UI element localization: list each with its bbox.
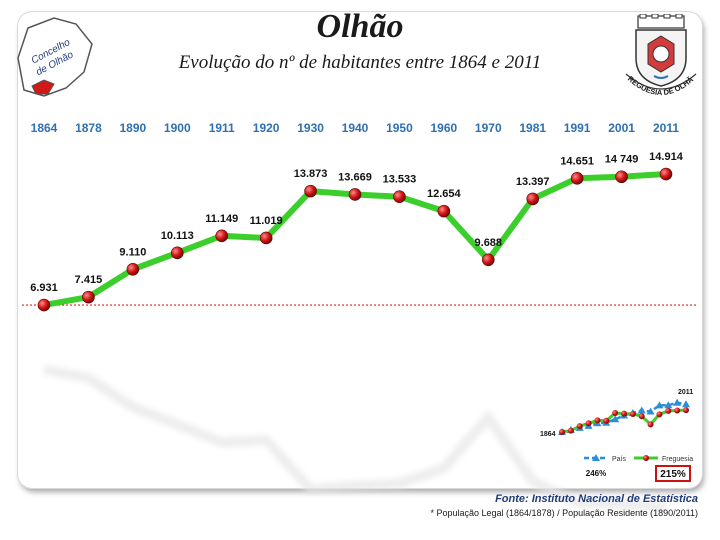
- inset-pct-freguesia: 215%: [660, 469, 686, 480]
- data-label: 13.397: [516, 176, 550, 188]
- x-tick-label: 1890: [120, 121, 147, 135]
- data-point: [82, 290, 95, 304]
- x-tick-label: 1911: [209, 121, 235, 135]
- footnote: * População Legal (1864/1878) / Populaçã…: [430, 508, 698, 518]
- inset-point: [621, 410, 627, 417]
- line-reflection: [43, 364, 667, 513]
- x-tick-label: 1930: [297, 121, 324, 135]
- data-point: [170, 246, 184, 260]
- data-label: 7.415: [75, 274, 103, 286]
- inset-point: [585, 420, 592, 427]
- inset-point: [611, 415, 620, 423]
- x-tick-label: 1950: [386, 121, 413, 135]
- x-tick-label: 1981: [519, 121, 546, 135]
- inset-point: [559, 429, 565, 435]
- municipality-map-icon: Concelho de Olhão: [17, 17, 93, 97]
- inset-point: [603, 417, 610, 424]
- inset-point: [594, 417, 601, 424]
- data-label: 9.110: [119, 246, 146, 258]
- inset-point: [647, 421, 654, 428]
- data-point: [437, 204, 451, 218]
- inset-point: [638, 413, 645, 420]
- data-label: 11.149: [205, 213, 238, 225]
- page-title: Olhão: [316, 8, 404, 45]
- inset-point: [656, 411, 663, 418]
- inset-point: [673, 398, 682, 406]
- x-tick-label: 1878: [75, 121, 102, 135]
- x-tick-label: 1920: [253, 121, 280, 135]
- x-tick-label: 1864: [31, 121, 58, 135]
- x-tick-label: 1970: [475, 121, 502, 135]
- inset-point: [567, 427, 574, 434]
- inset-point: [674, 407, 681, 414]
- data-point: [37, 298, 51, 312]
- data-label: 14.914: [649, 151, 684, 163]
- data-point: [526, 192, 540, 206]
- inset-pct-box: [655, 465, 691, 482]
- inset-point: [612, 410, 619, 416]
- data-point: [126, 262, 140, 276]
- inset-point: [683, 407, 689, 414]
- legend-marker-pais: [592, 454, 600, 461]
- inset-pct-pais: 246%: [586, 469, 606, 478]
- inset-point: [576, 423, 583, 430]
- inset-x-label-start: 1864: [540, 431, 556, 438]
- inset-point: [629, 410, 636, 417]
- inset-point: [655, 401, 664, 409]
- data-point: [215, 229, 229, 243]
- parish-crest-icon: FREGUESIA DE OLHÃO: [620, 14, 697, 97]
- x-tick-label: 1940: [342, 121, 369, 135]
- inset-point: [637, 406, 646, 414]
- chart-subtitle: Evolução do nº de habitantes entre 1864 …: [178, 52, 542, 73]
- data-label: 14.651: [560, 155, 594, 167]
- data-label: 6.931: [30, 282, 58, 294]
- data-label: 13.873: [294, 168, 328, 180]
- data-point: [481, 253, 495, 267]
- data-label: 11.019: [250, 215, 283, 227]
- inset-point: [665, 407, 672, 414]
- data-point: [570, 172, 584, 185]
- data-point: [348, 188, 362, 201]
- data-point: [659, 167, 673, 181]
- x-tick-label: 2011: [653, 121, 679, 135]
- legend-label-pais: País: [612, 456, 627, 463]
- data-label: 13.669: [338, 171, 372, 183]
- data-label: 14 749: [605, 154, 639, 166]
- x-tick-label: 1900: [164, 121, 191, 135]
- data-label: 12.654: [427, 188, 462, 200]
- x-tick-label: 1960: [431, 121, 458, 135]
- legend-marker-freguesia: [643, 455, 649, 461]
- data-label: 9.688: [475, 237, 503, 249]
- data-point: [304, 184, 317, 198]
- data-point: [393, 190, 406, 203]
- source-note: Fonte: Instituto Nacional de Estatística: [495, 493, 698, 505]
- x-tick-label: 2001: [608, 121, 635, 135]
- data-label: 13.533: [383, 174, 417, 186]
- inset-point: [682, 400, 690, 408]
- inset-x-label-end: 2011: [678, 389, 693, 396]
- inset-point: [664, 401, 673, 409]
- legend-label-freguesia: Freguesia: [662, 456, 693, 463]
- data-point: [259, 231, 273, 245]
- x-tick-label: 1991: [564, 121, 591, 135]
- data-point: [615, 170, 628, 184]
- inset-point: [646, 407, 655, 415]
- data-label: 10.113: [161, 230, 194, 242]
